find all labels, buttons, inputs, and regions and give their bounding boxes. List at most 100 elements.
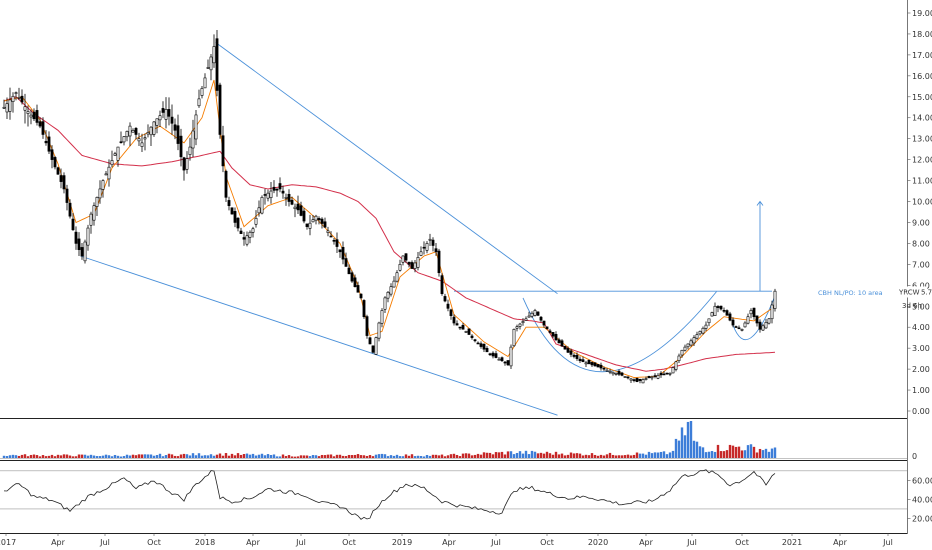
volume-bar [23,454,27,458]
price-tick-label: 7.00 [912,260,930,269]
volume-bar [476,453,480,458]
candle [395,270,399,283]
handle-arc[interactable] [732,295,776,340]
volume-bar [524,450,528,458]
candle [401,255,405,266]
candle [149,126,153,147]
volume-bar [674,438,678,458]
volume-bar [329,454,333,458]
time-tick-label: Oct [735,538,749,547]
volume-bar [5,456,9,458]
target-arrow-head [756,200,764,206]
candle [170,104,174,135]
volume-bar [203,455,207,458]
candle [143,133,147,151]
volume-bar [140,454,144,458]
candle [128,122,132,147]
candle [53,155,57,170]
volume-bar [596,455,600,458]
volume-bar [437,455,441,458]
volume-bar [260,453,264,458]
candle [248,230,252,244]
candle [458,326,462,331]
volume-bar [356,454,360,458]
volume-bar [386,456,390,458]
volume-bar [440,454,444,458]
candle [104,171,108,176]
trendline-upper[interactable] [215,41,558,295]
volume-bar [632,454,636,458]
candle [365,314,369,339]
volume-bar [692,440,696,458]
volume-bar [755,452,759,458]
labels-layer: YRCW 5.72 3d 6h CBH NL/PO: 10 area [818,286,932,310]
candle [68,199,72,219]
volume-bar [158,453,162,458]
volume-bar [263,455,267,458]
candle [662,371,666,376]
candle [200,85,204,99]
candle [74,226,78,250]
candle [713,302,717,316]
volume-bar [146,454,150,458]
volume-bar [677,440,681,458]
volume-bar [293,456,297,458]
candle [407,261,411,268]
candle [677,353,681,363]
drawing-layer[interactable] [80,41,776,416]
candle [674,360,678,372]
volume-bar [548,453,552,458]
volume-bar [710,451,714,458]
volume-bar [242,454,246,458]
candle [239,227,243,234]
candle [224,169,228,202]
volume-bar [740,450,744,458]
volume-bar [428,455,432,458]
price-tick-label: 15.00 [912,93,932,102]
candle [23,93,27,124]
volume-bar [119,456,123,458]
candle [512,328,516,348]
candle [539,316,543,323]
trendline-lower[interactable] [80,255,558,416]
volume-bar [545,451,549,458]
volume-bar [701,447,705,458]
candle [107,159,111,187]
sma-short-line [3,79,776,378]
rsi-tick-label: 20.00 [912,514,932,523]
volume-bar [617,455,621,458]
time-tick-label: Oct [342,538,356,547]
candle [80,242,84,260]
candle [110,150,114,168]
volume-bar [518,451,522,458]
rsi-tick-label: 60.00 [912,476,932,485]
candle [215,30,219,97]
volume-bar [311,455,315,458]
volume-bar [137,454,141,458]
candle [26,105,30,127]
volume-bar [488,452,492,458]
volume-bar [230,453,234,458]
candle [47,131,51,155]
volume-bar [746,445,750,458]
candle [557,337,561,344]
candle [56,166,60,175]
candle [263,188,267,205]
volume-bar [188,455,192,458]
candle [38,117,42,129]
candle [695,331,699,340]
volume-bar [698,446,702,458]
volume-bar [62,454,66,458]
time-tick-label: Jul [686,538,697,547]
volume-bar [527,454,531,458]
candle [122,135,126,146]
candle [341,241,345,265]
volume-bar [689,421,693,458]
volume-bar [467,453,471,458]
volume-bar [113,454,117,458]
volume-bar [269,455,273,458]
cup-arc[interactable] [522,291,717,373]
candle [62,172,66,194]
candle [731,317,735,328]
